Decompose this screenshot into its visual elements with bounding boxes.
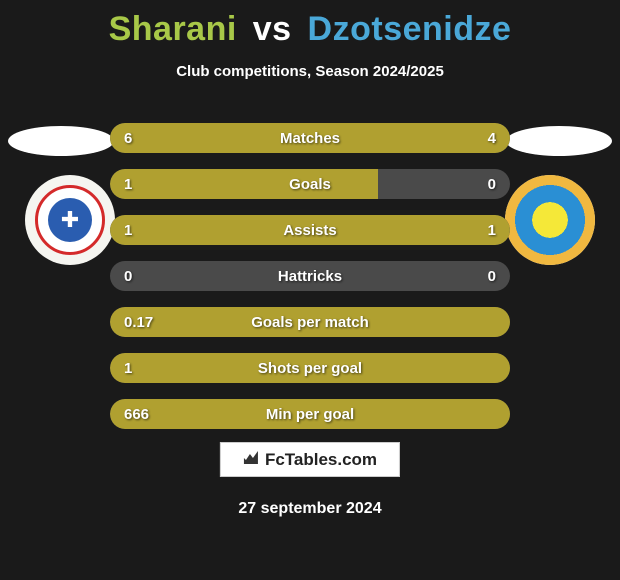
date-text: 27 september 2024	[0, 500, 620, 518]
stat-row: 10Goals	[110, 169, 510, 199]
stat-label: Hattricks	[110, 261, 510, 291]
stat-row: 11Assists	[110, 215, 510, 245]
stat-row: 0.17Goals per match	[110, 307, 510, 337]
ellipse-decoration-right	[506, 126, 612, 156]
stat-row: 64Matches	[110, 123, 510, 153]
crest-right-core	[505, 175, 595, 265]
stat-label: Goals per match	[110, 307, 510, 337]
branding-badge: FcTables.com	[220, 442, 400, 477]
page-title: Sharani vs Dzotsenidze	[0, 0, 620, 49]
title-sep: vs	[253, 10, 292, 48]
stat-label: Shots per goal	[110, 353, 510, 383]
branding-text: FcTables.com	[265, 450, 377, 470]
crest-left-ring: ✚	[35, 185, 105, 255]
title-right: Dzotsenidze	[308, 10, 512, 48]
stat-label: Min per goal	[110, 399, 510, 429]
team-crest-left: ✚	[25, 175, 115, 265]
stat-row: 1Shots per goal	[110, 353, 510, 383]
stat-row: 666Min per goal	[110, 399, 510, 429]
stat-label: Matches	[110, 123, 510, 153]
stat-label: Assists	[110, 215, 510, 245]
ellipse-decoration-left	[8, 126, 114, 156]
stat-bars: 64Matches 10Goals 11Assists 00Hattricks 0.17…	[110, 123, 510, 445]
title-left: Sharani	[109, 10, 237, 48]
stat-row: 00Hattricks	[110, 261, 510, 291]
chart-icon	[243, 449, 259, 470]
subtitle: Club competitions, Season 2024/2025	[0, 63, 620, 80]
crest-left-core: ✚	[48, 198, 92, 242]
stat-label: Goals	[110, 169, 510, 199]
team-crest-right	[505, 175, 595, 265]
